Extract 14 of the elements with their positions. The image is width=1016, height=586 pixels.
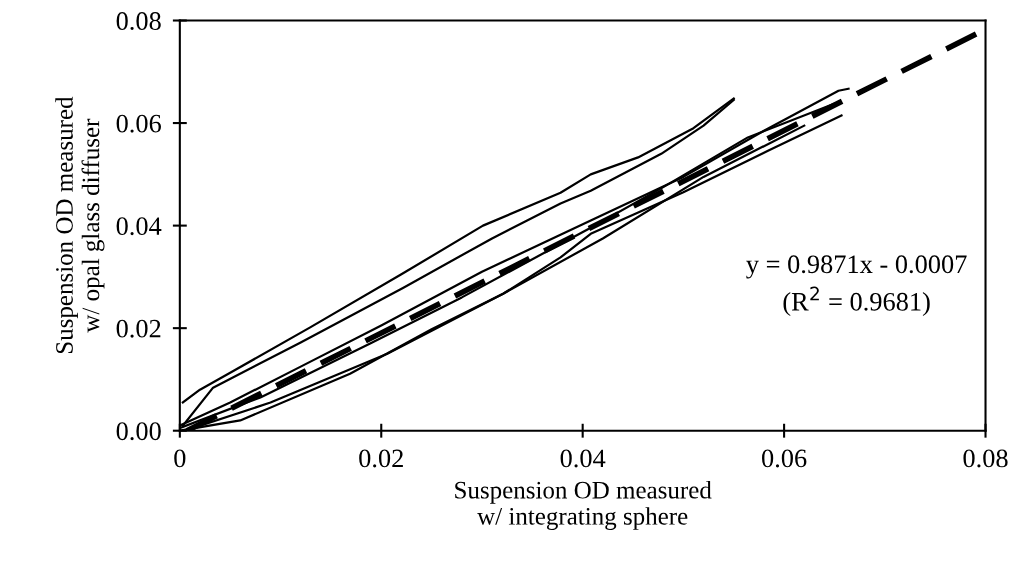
y-tick-label: 0.06 [116,114,161,133]
y-axis-title: Suspension OD measured w/ opal glass diffuser [55,96,105,354]
y-tick-label: 0.02 [116,319,161,338]
x-tick-label: 0 [174,449,186,468]
x-axis-title: Suspension OD measured w/ integrating sphere [455,481,712,530]
annotation: (R$^{2}$ = 0.9681) [783,286,930,317]
annotation: y = 0.9871x - 0.0007 [746,255,967,279]
x-tick-label: 0.06 [762,449,807,468]
y-tick-label: 0.08 [116,12,161,31]
y-tick-label: 0.04 [116,217,162,236]
x-tick-label: 0.02 [359,449,403,468]
x-tick-label: 0.04 [560,449,606,468]
y-tick-label: 0.00 [116,422,161,441]
x-tick-label: 0.08 [963,449,1008,468]
